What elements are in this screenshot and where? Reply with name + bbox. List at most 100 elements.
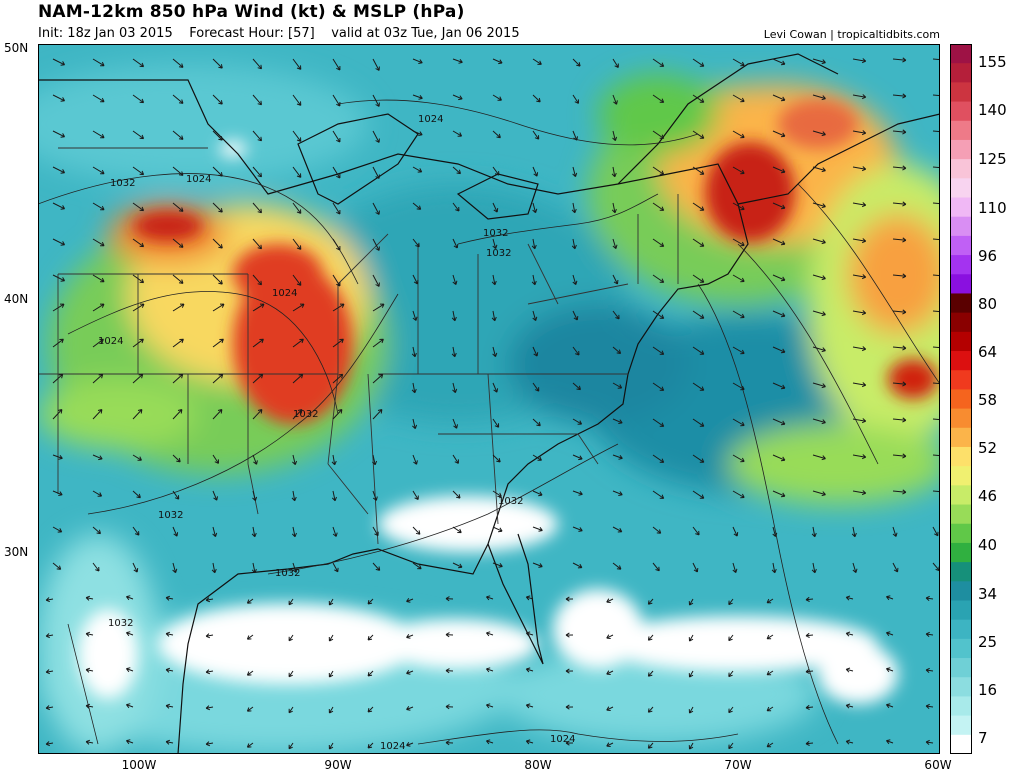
wind-arrow — [406, 706, 414, 711]
wind-arrow — [572, 58, 581, 67]
lon-label-70w: 70W — [724, 758, 752, 772]
wind-arrow — [572, 418, 583, 425]
wind-arrow — [771, 562, 777, 574]
isobar-label: 1024 — [98, 336, 123, 347]
colorbar-swatch — [950, 63, 972, 83]
wind-arrow — [252, 338, 264, 348]
wind-arrow — [332, 238, 341, 251]
wind-arrow — [372, 202, 380, 215]
wind-arrow — [732, 346, 745, 355]
wind-arrow — [925, 667, 934, 673]
wind-arrow — [812, 166, 826, 173]
wind-arrow — [452, 382, 458, 394]
wind-arrow — [372, 526, 379, 537]
colorbar-swatch — [950, 600, 972, 621]
wind-arrow — [772, 94, 786, 102]
wind-arrow — [565, 668, 574, 674]
wind-arrow — [688, 598, 694, 606]
wind-arrow — [772, 310, 786, 318]
wind-arrow — [565, 596, 574, 602]
wind-arrow — [452, 562, 463, 569]
wind-arrow — [406, 634, 414, 639]
wind-arrow — [412, 274, 419, 285]
wind-arrow — [367, 634, 374, 641]
wind-arrow — [212, 526, 218, 538]
wind-arrow — [172, 202, 184, 212]
wind-arrow — [647, 598, 654, 605]
wind-arrow — [852, 274, 867, 280]
colorbar-label: 110 — [978, 199, 1007, 217]
wind-arrow — [172, 166, 184, 176]
wind-arrow — [652, 346, 665, 355]
wind-arrow — [852, 418, 867, 424]
lat-label-50n: 50N — [4, 41, 29, 55]
wind-arrow — [288, 670, 294, 678]
wind-arrow — [92, 130, 105, 139]
wind-arrow — [886, 739, 894, 745]
wind-arrow — [367, 742, 374, 749]
wind-arrow — [85, 703, 94, 709]
wind-arrow — [812, 382, 826, 389]
wind-arrow — [172, 338, 184, 348]
wind-arrow — [412, 310, 418, 321]
wind-arrow — [92, 58, 105, 67]
wind-map: 1024 1032 1024 1032 1032 1024 1032 1032 … — [38, 44, 940, 754]
wind-arrow — [692, 454, 705, 463]
wind-arrow — [372, 58, 380, 71]
wind-arrow — [652, 526, 662, 534]
wind-arrow — [252, 166, 262, 178]
wind-arrow — [372, 130, 380, 143]
wind-arrow — [252, 94, 262, 106]
wind-arrow — [492, 238, 498, 249]
wind-arrow — [647, 706, 654, 713]
wind-arrow — [647, 670, 654, 677]
wind-arrow — [292, 94, 302, 106]
wind-arrow — [772, 346, 786, 354]
wind-arrow — [332, 94, 341, 107]
wind-arrow — [172, 274, 184, 284]
wind-arrow — [205, 705, 214, 711]
wind-arrow — [412, 166, 423, 173]
wind-arrow — [532, 202, 538, 214]
wind-arrow — [486, 595, 494, 601]
wind-arrow — [732, 454, 745, 463]
isobar-label: 1024 — [418, 114, 443, 125]
wind-arrow — [126, 595, 134, 601]
isobar-label: 1024 — [550, 734, 575, 745]
wind-arrow — [692, 418, 705, 427]
wind-arrow — [732, 130, 745, 139]
wind-arrow — [132, 490, 141, 499]
colorbar-label: 125 — [978, 150, 1007, 168]
wind-arrow — [165, 703, 174, 709]
wind-arrow — [172, 303, 185, 312]
colorbar-label: 80 — [978, 295, 998, 313]
wind-arrow — [172, 490, 180, 500]
wind-arrow — [292, 373, 304, 384]
wind-arrow — [732, 274, 745, 283]
wind-arrow — [606, 634, 614, 639]
wind-arrow — [892, 453, 907, 459]
wind-arrow — [252, 130, 262, 142]
isobar-label: 1024 — [272, 288, 297, 299]
wind-arrow — [766, 598, 774, 604]
colorbar-swatch — [950, 293, 972, 314]
wind-vectors — [45, 57, 940, 750]
wind-arrow — [892, 273, 907, 279]
wind-arrow — [251, 526, 257, 538]
wind-arrow — [732, 238, 745, 247]
wind-arrow — [532, 58, 542, 65]
wind-arrow — [292, 409, 303, 420]
wind-arrow — [525, 703, 534, 709]
wind-arrow — [612, 526, 623, 533]
wind-arrow — [766, 670, 774, 676]
wind-arrow — [411, 382, 417, 394]
wind-arrow — [165, 667, 174, 673]
colorbar-swatch — [950, 159, 972, 179]
wind-arrow — [132, 373, 144, 384]
wind-arrow — [132, 562, 139, 573]
wind-arrow — [728, 742, 734, 750]
wind-arrow — [692, 346, 705, 355]
wind-arrow — [732, 166, 745, 175]
wind-arrow — [246, 706, 254, 712]
wind-arrow — [92, 409, 103, 420]
